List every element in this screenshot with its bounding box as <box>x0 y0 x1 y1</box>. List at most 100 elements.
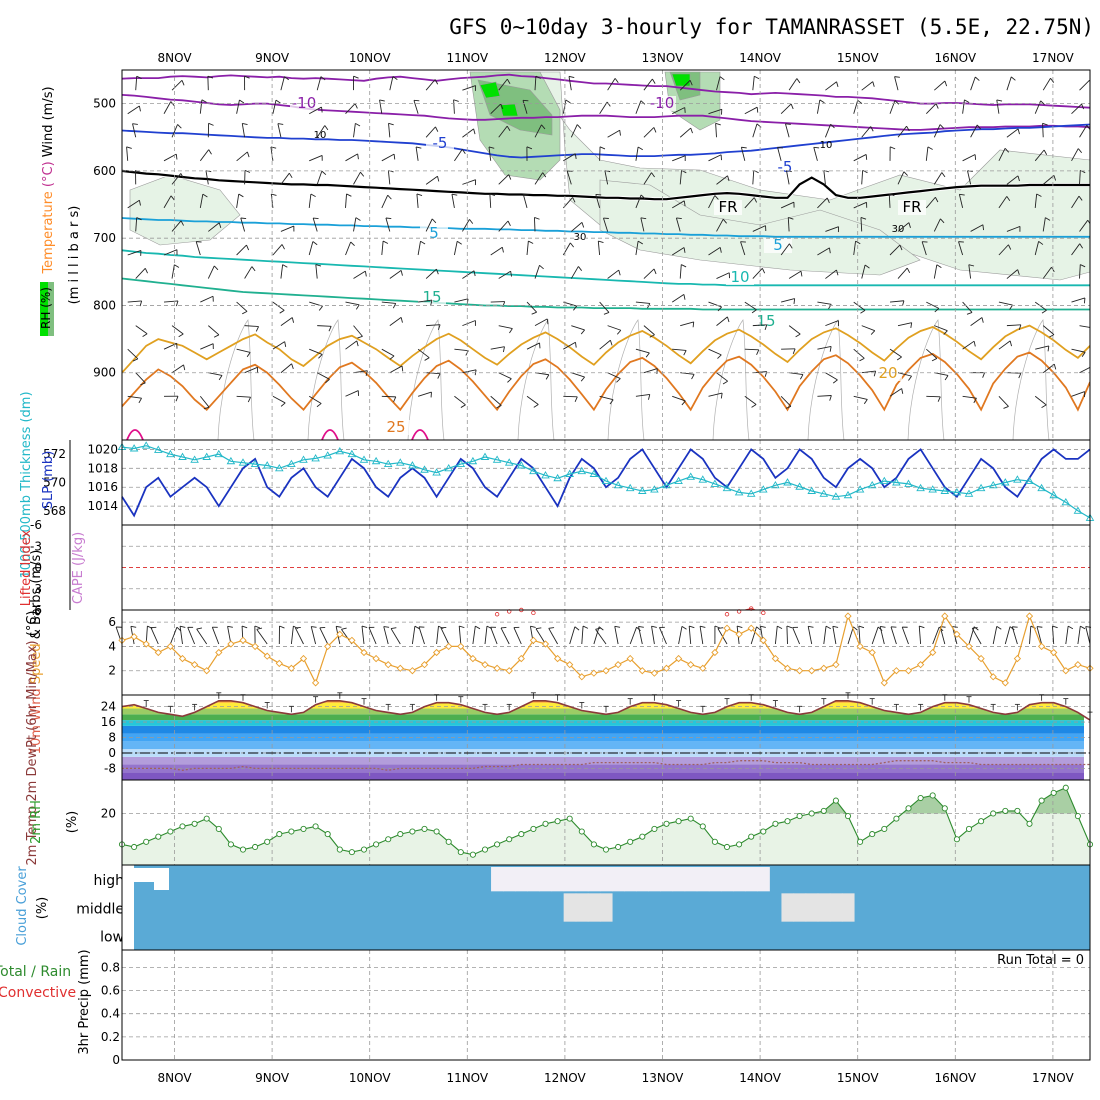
top-day-label: 17NOV <box>1032 51 1074 65</box>
upper-air-ylabel-part: Wind (m/s) <box>41 86 56 157</box>
rh2m-ylabel: 2m RH <box>29 800 44 844</box>
wind-barb <box>836 81 839 88</box>
wind-barb <box>708 154 722 162</box>
thickness-point <box>553 473 562 482</box>
rh-shading <box>671 73 691 87</box>
cloud-cover-ylabel: Cloud Cover <box>15 866 30 946</box>
wind10m-barb <box>513 627 522 645</box>
wind-barb <box>251 266 256 272</box>
isotherm-label-bg <box>874 366 902 381</box>
wind-barb <box>926 348 938 359</box>
temp2m-tick: 8 <box>108 731 116 745</box>
wind-barb <box>132 123 137 138</box>
wind-barb <box>910 322 913 329</box>
wind10m-speed-point <box>783 664 792 672</box>
wind-barb <box>381 348 395 357</box>
wind-barb <box>1042 363 1055 374</box>
wind-barb <box>573 305 578 311</box>
wind-barb <box>897 267 908 279</box>
wind-barb <box>453 241 458 256</box>
chart-panels: 8NOV 8NOV 9NOV 9NOV 10NOV 10NOV 11NOV 11NOV 12NO… <box>0 51 1095 1085</box>
wind-barb <box>462 128 474 138</box>
wind-barb <box>523 193 529 196</box>
wind-barb <box>691 374 695 380</box>
wind-barb <box>889 244 901 256</box>
wind-barb <box>970 124 978 138</box>
wind-barb <box>563 341 576 350</box>
wind-barb <box>534 318 548 327</box>
wind-barb <box>901 388 904 394</box>
wind-barb <box>897 125 907 138</box>
thickness-point <box>1037 483 1046 492</box>
wind-barb <box>1079 125 1088 138</box>
wind-barb <box>365 370 368 377</box>
wind10m-speed-point <box>880 679 888 687</box>
cloud-high-clear-cell <box>684 867 698 892</box>
wind-barb <box>1017 175 1020 182</box>
wind10m-barb <box>1052 626 1055 645</box>
wind-barb <box>127 199 140 209</box>
rh2m-unit: (%) <box>65 811 80 834</box>
wind-barb <box>490 395 502 406</box>
wind-barb <box>689 80 693 86</box>
thickness-point <box>867 480 877 489</box>
thickness-point <box>371 456 381 465</box>
precip-ylabel: 3hr Precip (mm) <box>77 949 92 1054</box>
wind-barb <box>752 76 755 91</box>
wind10m-barb <box>418 626 425 645</box>
wind-barb <box>345 153 358 162</box>
wind10m-speed-point <box>566 661 574 669</box>
wind-barb <box>616 378 621 383</box>
wind-barb <box>490 301 505 303</box>
wind-barb <box>683 294 686 300</box>
thickness-point <box>129 444 139 452</box>
rh2m-point <box>881 825 888 832</box>
rh-legend-swatch-2 <box>48 282 54 336</box>
wind-barb <box>1071 148 1079 162</box>
wind-barb <box>653 268 657 275</box>
thickness-point <box>819 489 829 497</box>
wind10m-speed-point <box>832 661 840 669</box>
wind-barb <box>213 334 220 338</box>
wind10m-barb <box>535 628 546 645</box>
wind-barb <box>498 125 508 138</box>
wind-barb <box>672 395 686 402</box>
wind-barb <box>789 243 793 249</box>
wind-barb <box>535 75 541 79</box>
wind10m-barb <box>361 625 368 628</box>
cloud-high-clear-cell <box>660 867 674 892</box>
wind-barb <box>1006 196 1011 202</box>
wind-barb <box>1006 324 1021 327</box>
wind-barb <box>680 321 694 327</box>
wind-barb <box>870 330 876 335</box>
wind-barb <box>792 348 796 355</box>
wind-barb <box>425 175 438 185</box>
pressure-tick: 800 <box>93 298 116 312</box>
isotherm-20 <box>122 324 1090 374</box>
wind-barb <box>925 146 929 161</box>
wind-barb <box>1081 103 1085 110</box>
wind-barb <box>247 397 251 403</box>
wind-barb <box>400 270 403 276</box>
wind-barb <box>645 352 650 358</box>
wind10m-speed-point <box>445 642 453 651</box>
wind-barb <box>280 264 284 279</box>
wind10m-barb <box>279 625 285 629</box>
rh2m-point <box>1026 820 1033 827</box>
wind-barb <box>853 154 867 162</box>
wind-barb <box>720 393 723 399</box>
rh2m-point <box>832 797 839 804</box>
wind-barb <box>127 348 139 360</box>
cloud-middle-cell <box>587 893 601 922</box>
wind-barb <box>861 264 866 279</box>
wind10m-barb <box>774 626 778 645</box>
thickness-point <box>807 486 816 494</box>
wind-barb <box>785 123 791 125</box>
wind-barb <box>894 76 900 78</box>
wind-barb <box>722 380 728 385</box>
wind-barb <box>417 241 421 256</box>
wind10m-speed-point <box>517 654 525 663</box>
cloud-high-clear-cell <box>696 867 710 892</box>
wind-barb <box>576 124 582 129</box>
wind-barb <box>683 200 686 207</box>
